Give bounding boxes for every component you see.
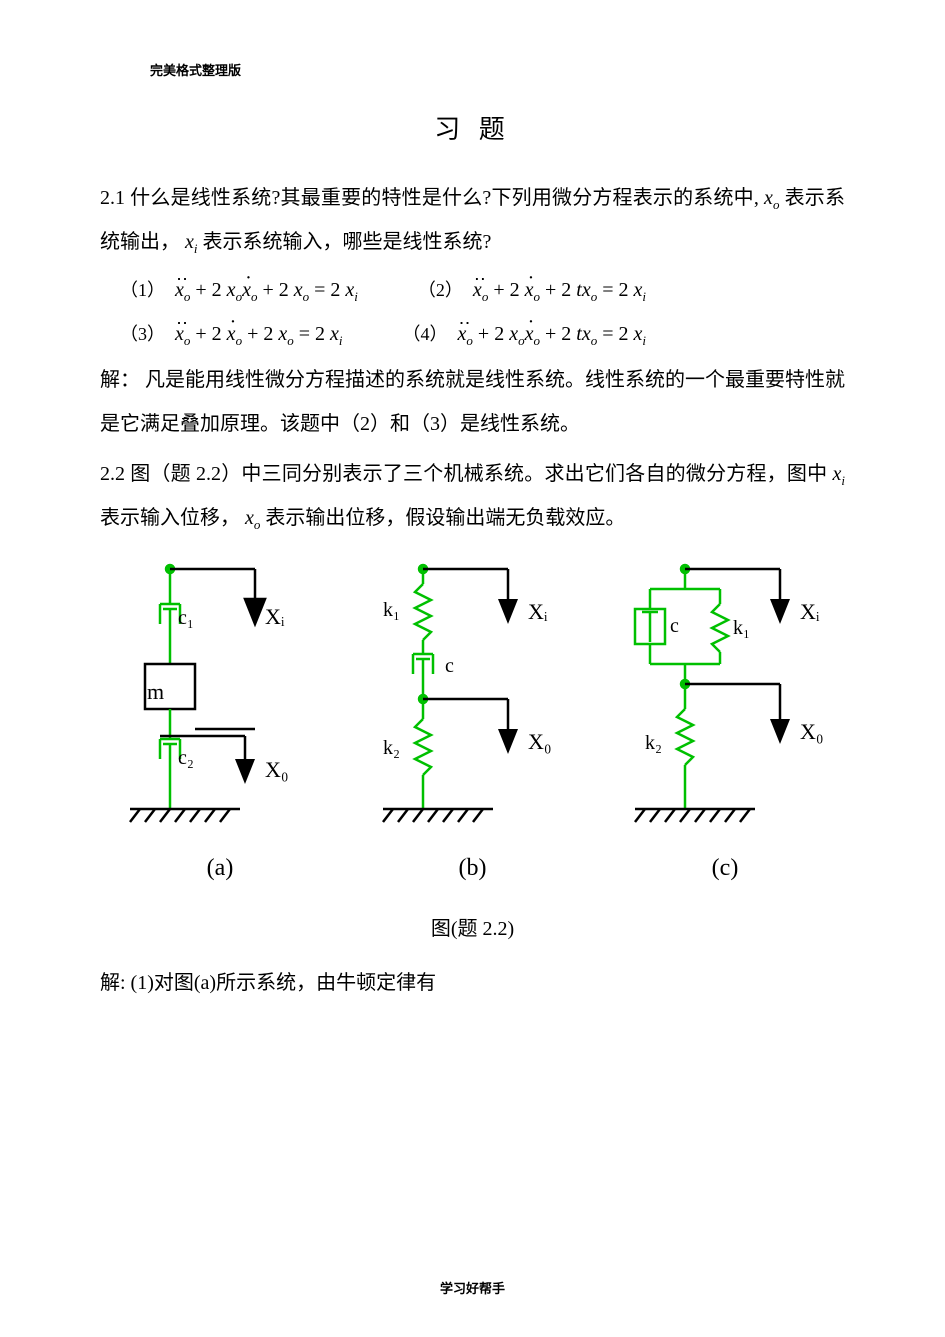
eq-row-2: （3） xo + 2 xo + 2 xo = 2 xi （4） xo + 2 x… (120, 314, 845, 354)
figure-caption: 图(题 2.2) (100, 912, 845, 941)
page-title: 习 题 (100, 109, 845, 146)
q22-part-c: 表示输出位移，假设输出端无负载效应。 (265, 507, 625, 529)
page-header: 完美格式整理版 (150, 60, 845, 79)
var-xo: xo (764, 187, 779, 209)
caption-a: (a) (100, 855, 340, 882)
label-k2-c: k₂ (645, 732, 662, 754)
q22-part-a: 2.2 图（题 2.2）中三同分别表示了三个机械系统。求出它们各自的微分方程，图… (100, 463, 832, 485)
eq1-num: （1） (120, 272, 165, 308)
figure-row: c₁ m c₂ Xᵢ X₀ (a) (100, 554, 845, 882)
eq3-num: （3） (120, 316, 165, 352)
label-xo-b: X₀ (528, 729, 552, 754)
q21-part-a: 2.1 什么是线性系统?其最重要的特性是什么?下列用微分方程表示的系统中, (100, 187, 759, 209)
var-xi: xi (185, 231, 198, 253)
page-footer: 学习好帮手 (0, 1278, 945, 1297)
figure-b-svg: k₁ c k₂ Xᵢ X₀ (363, 554, 583, 844)
caption-c: (c) (605, 855, 845, 882)
label-xo-a: X₀ (265, 757, 289, 782)
label-k1-b: k₁ (383, 599, 400, 621)
label-xi-c: Xᵢ (800, 599, 820, 624)
label-k1-c: k₁ (733, 617, 750, 639)
label-c-c: c (670, 615, 679, 637)
figure-a-svg (110, 554, 330, 844)
label-xo-c: X₀ (800, 719, 824, 744)
eq1: xo + 2 xoxo + 2 xo = 2 xi (175, 270, 358, 310)
eq4-num: （4） (403, 316, 448, 352)
caption-b: (b) (353, 855, 593, 882)
eq2: xo + 2 xo + 2 txo = 2 xi (473, 270, 646, 310)
figure-b: k₁ c k₂ Xᵢ X₀ (b) (353, 554, 593, 882)
q22-text: 2.2 图（题 2.2）中三同分别表示了三个机械系统。求出它们各自的微分方程，图… (100, 452, 845, 540)
eq4: xo + 2 xoxo + 2 txo = 2 xi (458, 314, 646, 354)
figure-c: c k₁ k₂ Xᵢ X₀ (c) (605, 554, 845, 882)
label-m: m (147, 679, 164, 704)
label-xi-a: Xᵢ (265, 604, 285, 629)
q21-text: 2.1 什么是线性系统?其最重要的特性是什么?下列用微分方程表示的系统中, xo… (100, 176, 845, 264)
label-c-b: c (445, 655, 454, 677)
var-xo-2: xo (245, 507, 260, 529)
answer-22: 解: (1)对图(a)所示系统，由牛顿定律有 (100, 961, 845, 1005)
label-k2-b: k₂ (383, 737, 400, 759)
var-xi-2: xi (832, 463, 845, 485)
label-c2: c₂ (178, 747, 194, 769)
figure-a: c₁ m c₂ Xᵢ X₀ (a) (100, 554, 340, 882)
label-xi-b: Xᵢ (528, 599, 548, 624)
answer-21: 解： 凡是能用线性微分方程描述的系统就是线性系统。线性系统的一个最重要特性就是它… (100, 358, 845, 446)
q21-part-c: 表示系统输入，哪些是线性系统? (203, 231, 492, 253)
eq3: xo + 2 xo + 2 xo = 2 xi (175, 314, 343, 354)
figure-c-svg: c k₁ k₂ Xᵢ X₀ (605, 554, 845, 844)
eq2-num: （2） (418, 272, 463, 308)
label-c1: c₁ (178, 607, 194, 629)
q22-part-b: 表示输入位移， (100, 507, 240, 529)
